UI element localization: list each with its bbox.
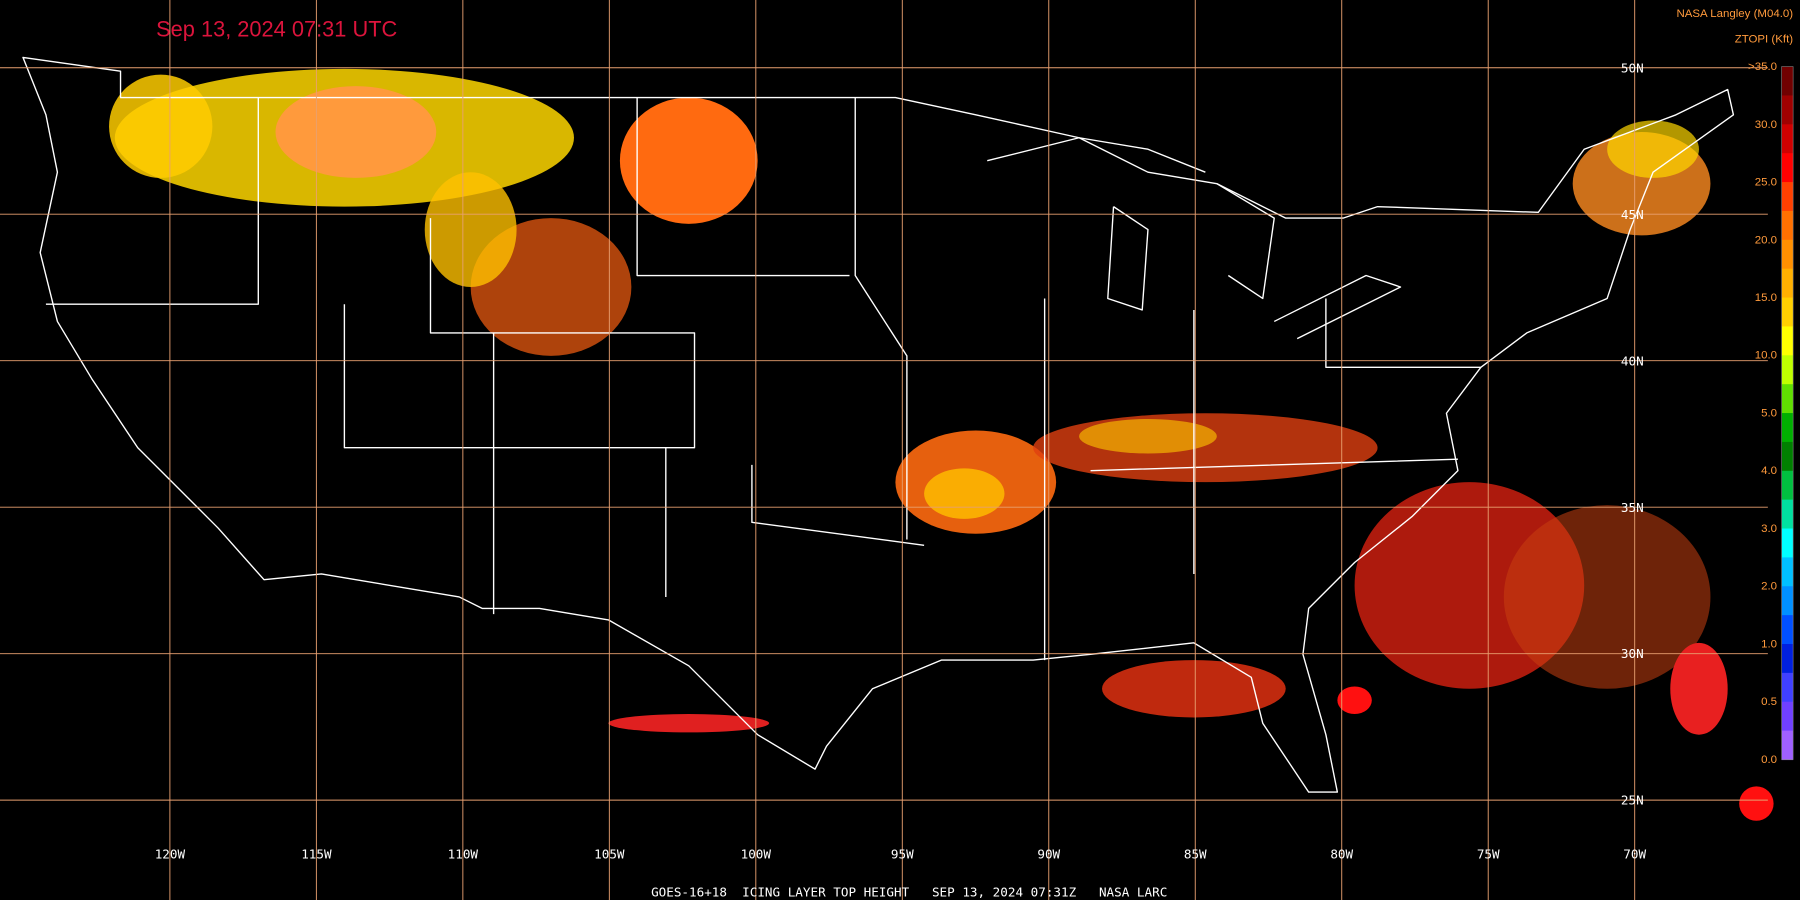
longitude-label: 115W — [301, 847, 332, 862]
colorbar-swatch — [1781, 499, 1794, 530]
colorbar-label: 25.0 — [1755, 177, 1777, 189]
colorbar-label: 10.0 — [1755, 350, 1777, 362]
latitude-label: 40N — [1621, 353, 1644, 368]
colorbar-label: 3.0 — [1761, 523, 1777, 535]
colorbar-swatch — [1781, 672, 1794, 703]
colorbar-label: 2.0 — [1761, 581, 1777, 593]
colorbar-swatch — [1781, 441, 1794, 472]
colorbar-swatch — [1781, 153, 1794, 183]
colorbar-swatch — [1781, 124, 1794, 154]
colorbar-swatch — [1781, 730, 1794, 761]
latitude-label: 35N — [1621, 500, 1644, 515]
colorbar-label: 5.0 — [1761, 407, 1777, 419]
colorbar-swatch — [1781, 384, 1794, 414]
latitude-label: 50N — [1621, 60, 1644, 75]
colorbar-label: 1.0 — [1761, 638, 1777, 650]
longitude-label: 120W — [155, 847, 186, 862]
latitude-label: 45N — [1621, 207, 1644, 222]
product-label: ZTOPI (Kft) — [1735, 33, 1794, 45]
colorbar-label: 30.0 — [1755, 119, 1777, 131]
colorbar-swatch — [1781, 470, 1794, 501]
longitude-label: 70W — [1623, 847, 1646, 862]
colorbar-swatch — [1781, 413, 1794, 443]
colorbar-label: 4.0 — [1761, 465, 1777, 477]
latitude-label: 25N — [1621, 793, 1644, 808]
colorbar-swatch — [1781, 297, 1794, 327]
colorbar-swatch — [1781, 586, 1794, 616]
colorbar-swatch — [1781, 182, 1794, 212]
colorbar-label: 0.0 — [1761, 754, 1777, 766]
longitude-label: 110W — [448, 847, 479, 862]
colorbar-swatch — [1781, 355, 1794, 385]
colorbar-swatch — [1781, 557, 1794, 587]
colorbar-swatch — [1781, 528, 1794, 558]
colorbar-label: 0.5 — [1761, 696, 1777, 708]
colorbar-label: 20.0 — [1755, 234, 1777, 246]
colorbar-swatch — [1781, 701, 1794, 732]
longitude-label: 95W — [891, 847, 914, 862]
colorbar-swatch — [1781, 95, 1794, 125]
colorbar-swatch — [1781, 615, 1794, 645]
longitude-label: 105W — [594, 847, 625, 862]
colorbar: >35.0 30.0 25.0 20.0 15.0 10.0 5.0 4.0 3.0 2.0 1.0… — [1748, 61, 1794, 766]
colorbar-swatch — [1781, 326, 1794, 356]
longitude-label: 100W — [741, 847, 772, 862]
longitude-label: 75W — [1477, 847, 1500, 862]
colorbar-label: 15.0 — [1755, 292, 1777, 304]
colorbar-label: >35.0 — [1748, 61, 1777, 73]
coastlines-borders — [22, 56, 1735, 793]
timestamp-title: Sep 13, 2024 07:31 UTC — [156, 17, 397, 42]
colorbar-swatch — [1781, 210, 1794, 241]
longitude-label: 90W — [1037, 847, 1060, 862]
footer-caption: GOES-16+18 ICING LAYER TOP HEIGHT SEP 13… — [651, 885, 1167, 900]
colorbar-swatch — [1781, 66, 1794, 97]
longitude-label: 80W — [1330, 847, 1353, 862]
longitude-label: 85W — [1184, 847, 1207, 862]
colorbar-swatch — [1781, 268, 1794, 299]
colorbar-frame — [1781, 66, 1794, 760]
source-label: NASA Langley (M04.0) — [1676, 8, 1793, 20]
icing-field — [109, 68, 1774, 821]
latitude-label: 30N — [1621, 646, 1644, 661]
colorbar-swatch — [1781, 644, 1794, 674]
colorbar-swatch — [1781, 239, 1794, 270]
